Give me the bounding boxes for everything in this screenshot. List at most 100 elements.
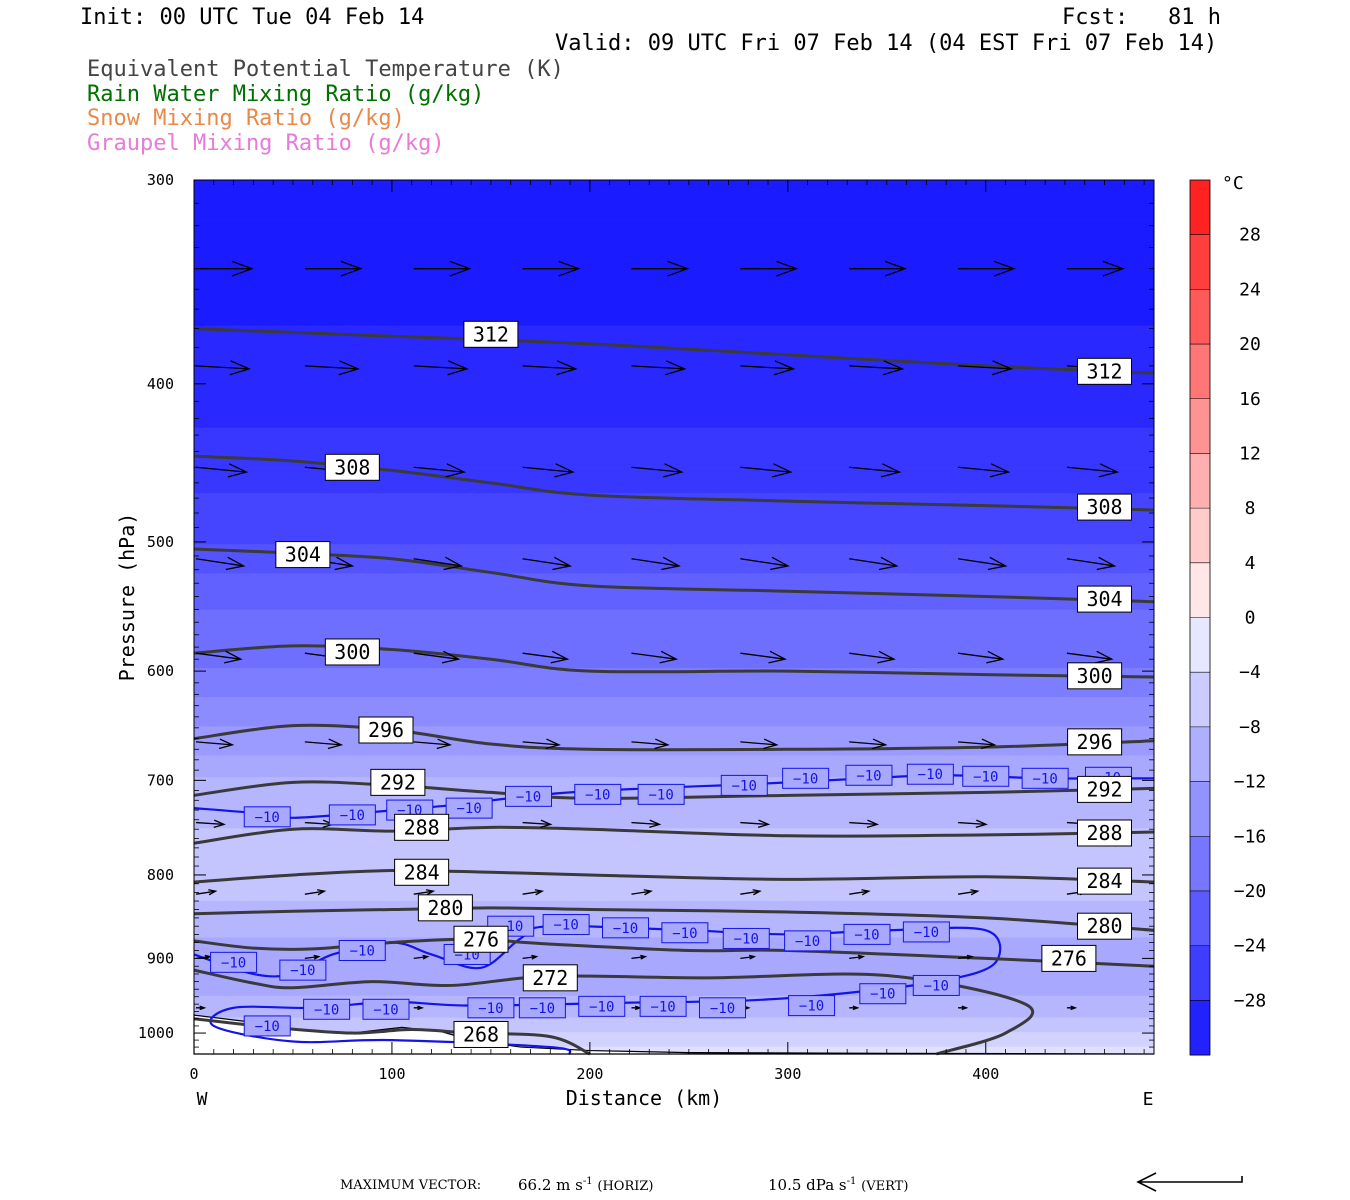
temperature-label: −10 <box>648 787 673 803</box>
temperature-label-box <box>338 939 386 961</box>
wind-vector <box>958 738 997 750</box>
temperature-band <box>194 733 1154 742</box>
wind-vector <box>958 463 1011 478</box>
temperature-band <box>194 879 1154 888</box>
temperature-band <box>194 471 1154 480</box>
wind-vector <box>957 954 974 960</box>
temperature-band <box>194 631 1154 640</box>
forecast-hour: Fcst: 81 h <box>1062 5 1221 30</box>
temperature-label: −10 <box>854 927 879 943</box>
temperature-label: −10 <box>710 1001 735 1017</box>
temperature-label: −10 <box>924 978 949 994</box>
colorbar-swatch <box>1190 672 1210 728</box>
temperature-band <box>194 383 1154 392</box>
temperature-label-box <box>602 917 650 939</box>
wind-vector <box>304 954 321 960</box>
wind-vector <box>631 260 690 277</box>
temperature-label: −10 <box>255 810 280 826</box>
temperature-band <box>194 245 1154 254</box>
colorbar-swatch <box>1190 344 1210 400</box>
temperature-label: −10 <box>255 1019 280 1035</box>
theta-e-label: 284 <box>404 860 440 884</box>
temperature-band <box>194 522 1154 531</box>
colorbar-tick-label: −12 <box>1234 772 1267 793</box>
wind-vector <box>522 556 573 571</box>
temperature-label: −10 <box>553 918 578 934</box>
wind-vector <box>631 556 681 571</box>
max-horiz-vector: 66.2 m s-1 (HORIZ) <box>518 1176 654 1194</box>
wind-vector <box>849 650 896 664</box>
wind-vector <box>740 889 762 896</box>
colorbar-swatch <box>1190 289 1210 345</box>
theta-e-label: 276 <box>1051 946 1087 970</box>
temperature-band <box>194 311 1154 319</box>
wind-vector <box>304 889 327 896</box>
temperature-label-box <box>210 951 258 973</box>
temperature-band <box>194 959 1154 968</box>
wind-vector <box>958 360 1014 376</box>
temperature-label: −10 <box>340 808 365 824</box>
temperature-band <box>194 405 1154 414</box>
temperature-label: −10 <box>795 934 820 950</box>
wind-vector <box>195 463 249 478</box>
legend-item: Rain Water Mixing Ratio (g/kg) <box>87 81 485 107</box>
temperature-label-box <box>362 998 410 1020</box>
wind-vector <box>631 954 648 960</box>
temperature-band <box>194 456 1154 465</box>
temperature-label: −10 <box>870 987 895 1003</box>
x-tick-label: 400 <box>972 1065 999 1083</box>
temperature-band <box>194 194 1154 203</box>
wind-vector <box>413 463 467 478</box>
theta-e-label-box <box>1077 867 1133 895</box>
temperature-label-box <box>722 927 770 949</box>
wind-vector <box>522 360 578 376</box>
temperature-label: −10 <box>613 921 638 937</box>
colorbar-tick-label: −24 <box>1234 936 1267 957</box>
temperature-band <box>194 398 1154 407</box>
wind-vector <box>304 738 344 750</box>
temperature-band <box>194 806 1154 815</box>
theta-e-label-box <box>275 541 331 569</box>
temperature-label-box <box>243 1015 291 1037</box>
temperature-band <box>194 536 1154 545</box>
temperature-label-box <box>279 959 327 981</box>
wind-vector <box>631 650 679 664</box>
temperature-label-box <box>784 930 832 952</box>
wind-vector <box>958 1005 969 1011</box>
wind-vector <box>413 738 453 750</box>
theta-e-label-box <box>1077 912 1133 940</box>
colorbar-swatch <box>1190 836 1210 892</box>
temperature-band <box>194 842 1154 851</box>
temperature-band <box>194 427 1154 436</box>
horiz-exponent: -1 <box>582 1176 593 1187</box>
temperature-label-box <box>243 806 291 828</box>
temperature-band <box>194 478 1154 487</box>
wind-vector <box>522 738 561 750</box>
wind-vector <box>1066 556 1117 571</box>
colorbar-swatch <box>1190 562 1210 618</box>
theta-e-contour <box>193 825 1155 845</box>
temperature-band <box>194 347 1154 356</box>
temperature-band <box>194 850 1154 858</box>
temperature-band <box>194 587 1154 596</box>
x-tick-label: 200 <box>576 1065 603 1083</box>
theta-e-label: 312 <box>473 322 509 346</box>
theta-e-label-box <box>1077 819 1133 847</box>
colorbar-swatch <box>1190 617 1210 673</box>
temperature-band <box>194 762 1154 771</box>
theta-e-label-box <box>394 858 450 886</box>
wind-vector <box>522 260 581 277</box>
temperature-band <box>194 515 1154 523</box>
theta-e-label-box <box>394 813 450 841</box>
colorbar-tick-label: 24 <box>1239 279 1261 300</box>
temperature-band <box>194 864 1154 873</box>
temperature-band <box>194 529 1154 538</box>
wind-vector <box>522 889 545 896</box>
temperature-label: −10 <box>585 787 610 803</box>
temperature-band <box>194 544 1154 553</box>
horiz-value: 66.2 m s <box>518 1176 583 1194</box>
temperature-label: −10 <box>516 789 541 805</box>
temperature-band <box>194 485 1154 494</box>
plot-frame <box>193 179 1155 1055</box>
temperature-label: −10 <box>973 769 998 785</box>
